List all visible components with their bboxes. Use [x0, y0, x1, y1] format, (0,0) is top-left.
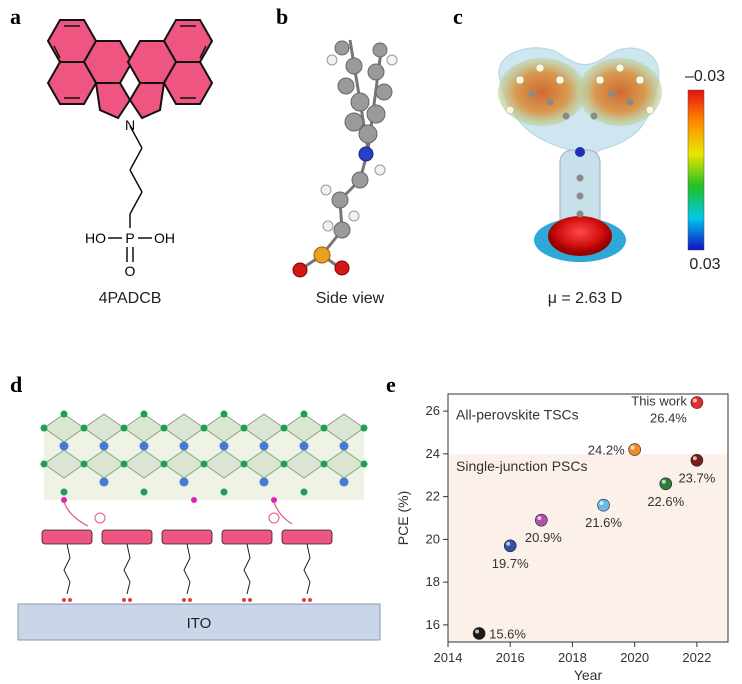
x-tick-label: 2014 [434, 650, 463, 665]
data-point-highlight [475, 629, 480, 634]
data-point [535, 513, 548, 527]
data-point [690, 396, 704, 409]
sam-molecules [41, 529, 333, 602]
x-tick-label: 2020 [620, 650, 649, 665]
data-point [659, 477, 673, 491]
this-work-label: This work [631, 394, 687, 409]
atom-n: N [125, 117, 135, 133]
data-point [503, 539, 517, 553]
x-tick-label: 2018 [558, 650, 587, 665]
esp-surface [498, 47, 705, 262]
plot-region-single-junction [448, 453, 728, 642]
data-label: 19.7% [492, 556, 529, 571]
data-point-highlight [692, 398, 697, 403]
caption-c: μ = 2.63 D [547, 290, 623, 307]
ring-pyrrole-right [128, 82, 166, 120]
data-point-highlight [506, 541, 511, 546]
ring-pyrrole-left [94, 82, 132, 120]
data-label: 26.4% [650, 411, 687, 426]
data-label: 22.6% [647, 494, 684, 509]
scale-top-label: –0.03 [684, 68, 726, 85]
caption-a: 4PADCB [98, 290, 162, 307]
panel-letter-c: c [453, 4, 463, 29]
device-schematic: ITO [17, 410, 381, 641]
panel-letter-e: e [386, 372, 396, 397]
data-point-highlight [692, 456, 697, 461]
x-tick-label: 2022 [682, 650, 711, 665]
data-label: 24.2% [588, 443, 625, 458]
panel-letter-a: a [10, 4, 21, 29]
atom-p: P [125, 230, 134, 246]
data-point [597, 498, 610, 512]
region-label-tandem: All-perovskite TSCs [456, 407, 579, 423]
panel-letter-b: b [276, 4, 289, 29]
panel-letter-d: d [10, 372, 23, 397]
plot-frame [447, 393, 729, 643]
data-point-highlight [599, 501, 604, 506]
data-point [628, 443, 641, 456]
data-point [472, 627, 486, 640]
atom-o: O [125, 263, 136, 279]
y-tick-label: 18 [426, 574, 440, 589]
caption-b: Side view [315, 290, 385, 307]
ring-left-bottom [46, 61, 98, 105]
data-label: 21.6% [585, 515, 622, 530]
atom-oh: OH [154, 230, 175, 246]
color-scale-bar [687, 89, 705, 251]
data-point [690, 453, 704, 467]
x-tick-label: 2016 [496, 650, 525, 665]
perovskite-lattice [40, 410, 368, 503]
region-label-single: Single-junction PSCs [456, 458, 588, 474]
scale-bottom-label: 0.03 [689, 256, 721, 273]
y-tick-label: 20 [426, 531, 440, 546]
y-tick-label: 16 [426, 617, 440, 632]
side-view-model [292, 39, 398, 278]
ito-substrate [17, 603, 381, 641]
data-label: 20.9% [525, 530, 562, 545]
data-label: 15.6% [489, 626, 526, 641]
x-axis-label: Year [574, 667, 603, 680]
data-point-highlight [661, 479, 666, 484]
data-point-highlight [537, 516, 542, 521]
y-tick-label: 24 [426, 446, 440, 461]
data-point-highlight [630, 445, 635, 450]
data-label: 23.7% [678, 470, 715, 485]
molecule-structure: N P HO OH O [46, 19, 214, 279]
y-tick-label: 26 [426, 403, 440, 418]
y-axis-label: PCE (%) [395, 491, 411, 545]
y-tick-label: 22 [426, 489, 440, 504]
atom-ho: HO [85, 230, 106, 246]
ito-label: ITO [187, 615, 212, 632]
